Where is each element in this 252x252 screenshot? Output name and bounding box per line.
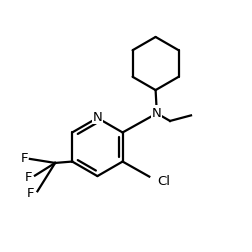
Text: N: N [92,111,102,124]
Text: F: F [24,170,32,183]
Text: F: F [27,186,35,200]
Text: N: N [151,106,161,119]
Text: F: F [20,152,28,165]
Text: Cl: Cl [156,174,169,187]
